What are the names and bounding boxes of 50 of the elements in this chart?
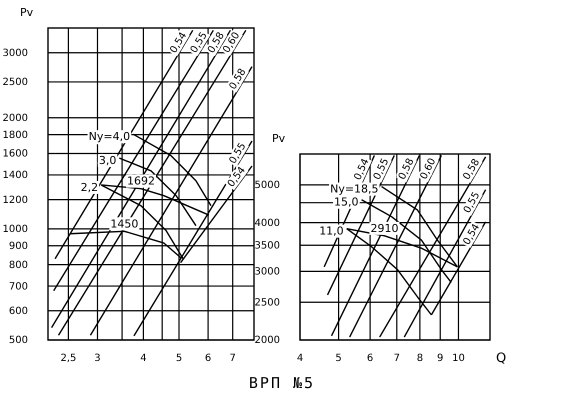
y-tick-label: 1600	[2, 148, 28, 160]
y-axis-title: Pv	[20, 6, 34, 19]
text: 0,55	[372, 156, 392, 182]
series-label: 1692	[126, 174, 155, 188]
series-label: 2,2	[80, 180, 98, 194]
y-tick-label: 700	[8, 281, 28, 292]
x-tick-label: 3	[94, 353, 101, 364]
y-tick-label: 3000	[2, 48, 28, 59]
x-tick-label: 5	[335, 353, 342, 364]
y-tick-label: 600	[8, 306, 28, 317]
x-tick-label: 2,5	[60, 353, 76, 364]
text: 0,58	[396, 156, 416, 182]
y-tick-label: 800	[8, 260, 28, 271]
x-tick-label: 7	[394, 353, 400, 364]
series-label: 15,0	[334, 196, 359, 209]
series-label: Ny=4,0	[88, 130, 130, 144]
y-tick-label: 1800	[2, 130, 28, 141]
text: 0,60	[418, 156, 438, 182]
x-tick-label: 6	[366, 353, 374, 364]
y-tick-label: 3500	[254, 240, 280, 252]
x-tick-label: 5	[176, 353, 182, 364]
y-axis-title: Pv	[272, 132, 286, 145]
text: 0,55	[462, 190, 482, 216]
y-tick-label: 2500	[254, 297, 280, 308]
x-tick-label: 4	[296, 353, 304, 364]
x-tick-label: 4	[140, 353, 147, 364]
y-tick-label: 1000	[2, 224, 28, 236]
x-tick-label: 6	[204, 353, 212, 364]
y-tick-label: 900	[8, 240, 28, 252]
x-axis-title: Q	[496, 351, 506, 366]
y-tick-label: 500	[8, 335, 28, 346]
y-tick-label: 2000	[254, 335, 280, 346]
x-tick-label: 8	[416, 353, 424, 364]
y-tick-label: 1200	[2, 194, 28, 206]
text: ВРП №5	[248, 374, 316, 392]
x-tick-label: 7	[230, 353, 236, 364]
y-tick-label: 3000	[254, 266, 280, 278]
series-label: Ny=18,5	[330, 182, 379, 196]
y-tick-label: 2000	[2, 112, 28, 124]
series-label: 3,0	[98, 154, 116, 168]
series-label: 11,0	[319, 224, 344, 238]
x-tick-label: 10	[452, 353, 465, 364]
y-tick-label: 1400	[2, 170, 28, 182]
series-label: 2910	[370, 222, 398, 235]
text: 0,54	[352, 157, 372, 182]
y-tick-label: 4000	[254, 218, 280, 229]
y-tick-label: 5000	[254, 180, 280, 192]
y-tick-label: 2500	[2, 77, 28, 88]
x-tick-label: 9	[437, 353, 444, 364]
series-label: 1450	[110, 217, 138, 230]
